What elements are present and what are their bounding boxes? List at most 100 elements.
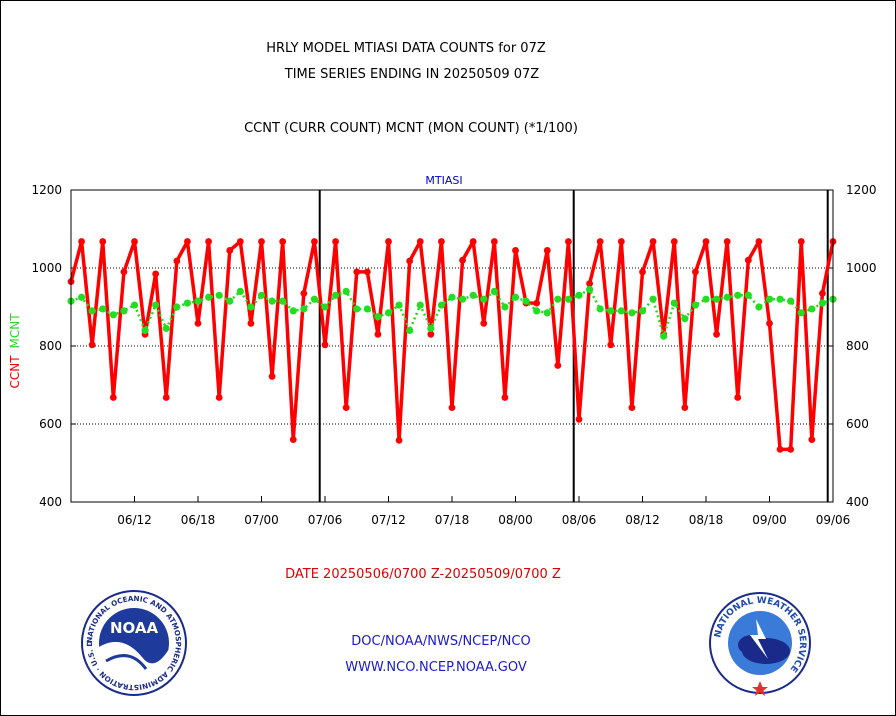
data-point-mcnt	[395, 301, 403, 309]
data-point-mcnt	[226, 297, 234, 305]
data-point-ccnt	[321, 341, 329, 349]
data-point-ccnt	[808, 436, 816, 443]
ytick-label-right: 1200	[846, 183, 877, 197]
data-point-mcnt	[437, 301, 446, 309]
data-point-ccnt	[311, 238, 318, 245]
series-layer	[67, 238, 837, 453]
data-point-mcnt	[607, 307, 615, 315]
data-point-mcnt	[511, 293, 520, 301]
data-point-mcnt	[88, 307, 96, 315]
data-point-ccnt	[617, 238, 625, 245]
chart-title-line1: HRLY MODEL MTIASI DATA COUNTS for 07Z	[266, 41, 546, 56]
data-point-mcnt	[384, 309, 393, 317]
data-point-ccnt	[109, 394, 117, 401]
data-point-ccnt	[120, 268, 128, 276]
ytick-label-left: 1000	[31, 261, 62, 275]
nws-logo: NATIONAL WEATHER SERVICE	[709, 592, 811, 696]
data-point-ccnt	[490, 238, 498, 245]
xtick-label: 07/06	[308, 513, 343, 527]
data-point-ccnt	[766, 319, 773, 327]
xtick-label: 06/18	[181, 513, 216, 527]
data-point-mcnt	[130, 301, 139, 309]
data-point-mcnt	[152, 301, 160, 309]
ytick-label-right: 400	[846, 495, 869, 509]
data-point-mcnt	[660, 332, 668, 340]
data-point-mcnt	[204, 293, 213, 301]
data-point-ccnt	[173, 257, 181, 265]
data-point-mcnt	[501, 303, 509, 311]
data-point-mcnt	[416, 301, 424, 309]
data-point-ccnt	[184, 238, 191, 245]
data-point-mcnt	[596, 305, 604, 313]
data-point-mcnt	[194, 297, 202, 305]
data-point-ccnt	[152, 270, 160, 278]
data-point-ccnt	[755, 238, 763, 245]
date-range-label: DATE 20250506/0700 Z-20250509/0700 Z	[285, 567, 561, 582]
data-point-ccnt	[88, 341, 96, 349]
data-point-ccnt	[734, 394, 742, 401]
data-point-ccnt	[226, 247, 234, 254]
data-point-ccnt	[713, 330, 720, 338]
data-point-ccnt	[533, 299, 541, 307]
data-point-ccnt	[639, 268, 646, 276]
chart-subtitle: CCNT (CURR COUNT) MCNT (MON COUNT) (*1/1…	[244, 121, 578, 136]
data-point-ccnt	[332, 238, 339, 245]
data-point-mcnt	[681, 315, 689, 323]
data-point-mcnt	[702, 295, 710, 303]
data-point-ccnt	[215, 394, 223, 401]
data-point-mcnt	[109, 311, 117, 319]
data-point-ccnt	[776, 445, 784, 453]
ytick-label-left: 1200	[31, 183, 62, 197]
xtick-label: 06/12	[117, 513, 152, 527]
data-point-mcnt	[818, 299, 827, 307]
data-point-mcnt	[120, 307, 128, 315]
data-point-mcnt	[300, 305, 308, 313]
data-point-ccnt	[744, 256, 752, 264]
data-point-ccnt	[819, 289, 826, 297]
xtick-label: 09/06	[816, 513, 851, 527]
ytick-label-right: 1000	[846, 261, 877, 275]
data-point-mcnt	[776, 295, 784, 303]
data-point-mcnt	[141, 326, 149, 334]
data-point-mcnt	[554, 295, 562, 303]
data-point-mcnt	[363, 305, 371, 313]
data-point-mcnt	[279, 297, 287, 305]
data-point-ccnt	[279, 238, 287, 245]
data-point-ccnt	[236, 238, 244, 245]
data-point-mcnt	[353, 305, 361, 313]
data-point-ccnt	[427, 330, 435, 338]
data-point-mcnt	[268, 297, 276, 305]
data-point-ccnt	[469, 238, 477, 245]
data-point-ccnt	[438, 238, 445, 245]
xtick-label: 07/12	[371, 513, 406, 527]
data-point-mcnt	[638, 307, 647, 315]
org-label: DOC/NOAA/NWS/NCEP/NCO	[351, 634, 530, 649]
data-point-mcnt	[162, 324, 170, 333]
data-point-ccnt	[586, 280, 593, 287]
data-point-ccnt	[649, 238, 657, 245]
data-point-ccnt	[797, 238, 805, 245]
xtick-label: 07/18	[435, 513, 470, 527]
data-point-mcnt	[691, 301, 700, 309]
data-point-ccnt	[554, 362, 562, 369]
plot-border	[70, 189, 834, 503]
data-point-mcnt	[585, 285, 594, 294]
data-point-ccnt	[131, 238, 138, 245]
data-point-mcnt	[744, 291, 752, 299]
data-point-ccnt	[363, 268, 371, 276]
data-point-mcnt	[628, 309, 636, 317]
data-point-mcnt	[374, 313, 382, 321]
data-point-ccnt	[300, 289, 308, 297]
ytick-label-left: 800	[39, 339, 62, 353]
data-point-ccnt	[99, 238, 107, 245]
data-point-mcnt	[236, 287, 244, 295]
noaa-logo: NATIONAL OCEANIC AND ATMOSPHERIC ADMINIS…	[81, 590, 187, 696]
data-point-ccnt	[596, 238, 604, 245]
data-point-mcnt	[808, 305, 816, 313]
data-point-ccnt	[702, 238, 710, 245]
data-point-mcnt	[448, 293, 456, 301]
data-point-mcnt	[215, 291, 223, 299]
data-point-ccnt	[628, 404, 636, 412]
xtick-label: 08/00	[498, 513, 533, 527]
